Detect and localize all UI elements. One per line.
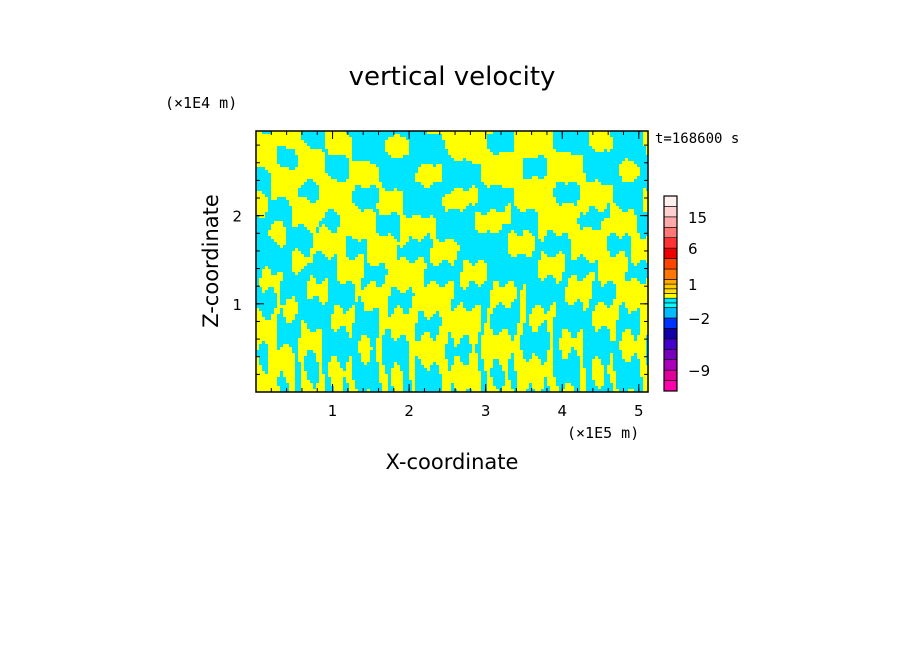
y-axis-ticks: 12 [232,144,648,375]
colorbar-tick-label: 1 [688,276,698,294]
colorbar-band [663,369,678,381]
colorbar-tick-label: −9 [688,362,710,380]
colorbar-band [663,359,678,371]
x-tick-label: 4 [557,402,567,420]
chart-title: vertical velocity [349,62,556,92]
colorbar-band [663,297,678,304]
positive-velocity-regions [256,131,649,392]
x-tick-label: 2 [404,402,414,420]
x-tick-label: 3 [481,402,491,420]
colorbar-tick-label: 15 [688,209,707,227]
plot-frame [255,130,649,393]
colorbar-band [663,206,678,218]
x-axis-label: X-coordinate [386,450,519,474]
colorbar-band [663,293,678,299]
time-label: t=168600 s [655,131,739,147]
y-axis-unit: (×1E4 m) [165,94,237,112]
colorbar-band [663,216,678,228]
colorbar-band [663,283,678,290]
x-tick-label: 5 [634,402,644,420]
colorbar-band [663,247,678,259]
colorbar-band [663,307,678,319]
colorbar-frame [663,195,678,392]
colorbar-band [663,279,678,285]
colorbar-band [663,317,678,329]
colorbar-labels: 15 6 1 −2 −9 [688,209,710,380]
colorbar-band [663,338,678,350]
x-tick-label: 1 [328,402,338,420]
colorbar-tick-label: 6 [688,240,698,258]
colorbar-band [663,268,678,280]
colorbar-band [663,328,678,340]
y-tick-label: 2 [232,208,242,226]
y-tick-label: 1 [232,296,242,314]
colorbar-band [663,258,678,270]
colorbar-band [663,237,678,249]
x-axis-unit: (×1E5 m) [567,424,639,442]
colorbar [663,195,678,392]
colorbar-band [663,302,678,308]
colorbar-band [663,195,678,207]
colorbar-band [663,380,678,392]
colorbar-band [663,288,678,294]
x-axis-ticks: 1 2 3 4 5 [270,131,644,420]
velocity-field [256,131,649,392]
y-axis-label: Z-coordinate [199,194,223,328]
colorbar-band [663,348,678,361]
colorbar-band [663,226,678,239]
colorbar-tick-label: −2 [688,310,710,328]
